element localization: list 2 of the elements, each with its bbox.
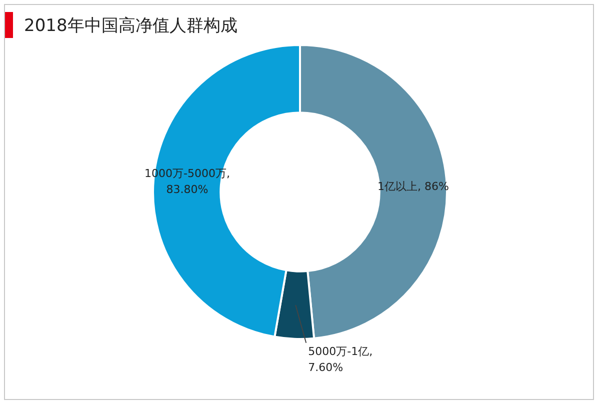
slice-label: 5000万-1亿, 7.60% [308, 344, 374, 376]
chart-title: 2018年中国高净值人群构成 [24, 15, 238, 37]
